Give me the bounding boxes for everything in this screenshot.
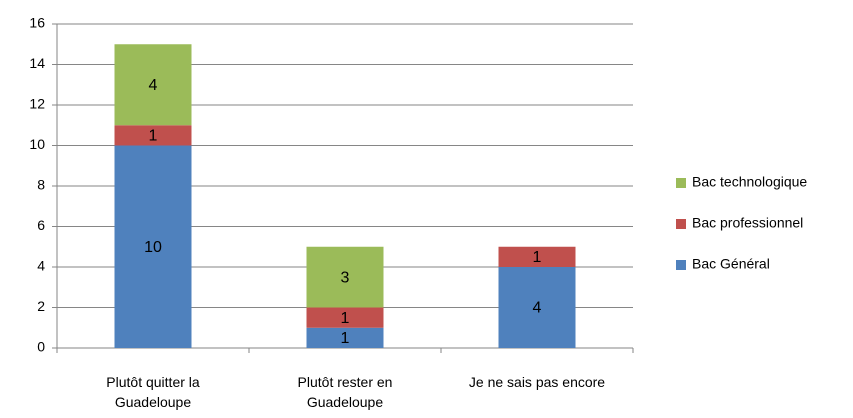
- bar-segment: [498, 267, 576, 348]
- bar-segment: [306, 327, 384, 348]
- data-label: 3: [341, 269, 350, 286]
- data-label: 1: [341, 330, 350, 347]
- x-tick-label: Plutôt quitter la Guadeloupe: [106, 374, 200, 410]
- bar-segment: [114, 125, 192, 146]
- legend-swatch: [676, 260, 686, 270]
- legend-swatch: [676, 178, 686, 188]
- bar-segment: [306, 307, 384, 328]
- x-tick-label: Plutôt rester en Guadeloupe: [297, 374, 393, 410]
- data-label: 4: [149, 77, 158, 94]
- bar-segment: [114, 44, 192, 126]
- legend-swatch: [676, 219, 686, 229]
- legend-label: Bac professionnel: [692, 215, 803, 231]
- y-tick-label: 6: [37, 217, 45, 233]
- data-label: 1: [533, 249, 542, 266]
- y-tick-label: 0: [37, 339, 45, 355]
- bar-segment: [306, 246, 384, 308]
- data-label: 1: [341, 310, 350, 327]
- bar-segment: [498, 246, 576, 267]
- y-tick-label: 4: [37, 258, 45, 274]
- x-tick-label: Je ne sais pas encore: [468, 374, 606, 390]
- y-tick-label: 16: [29, 15, 45, 31]
- bar-segment: [114, 145, 192, 348]
- data-label: 1: [149, 128, 158, 145]
- legend-label: Bac Général: [692, 256, 770, 272]
- y-tick-label: 14: [29, 55, 45, 71]
- y-tick-label: 12: [29, 96, 45, 112]
- legend-label: Bac technologique: [692, 174, 807, 190]
- data-label: 4: [533, 300, 542, 317]
- y-tick-label: 10: [29, 136, 45, 152]
- data-label: 10: [144, 239, 162, 256]
- y-tick-label: 2: [37, 298, 45, 314]
- y-tick-label: 8: [37, 177, 45, 193]
